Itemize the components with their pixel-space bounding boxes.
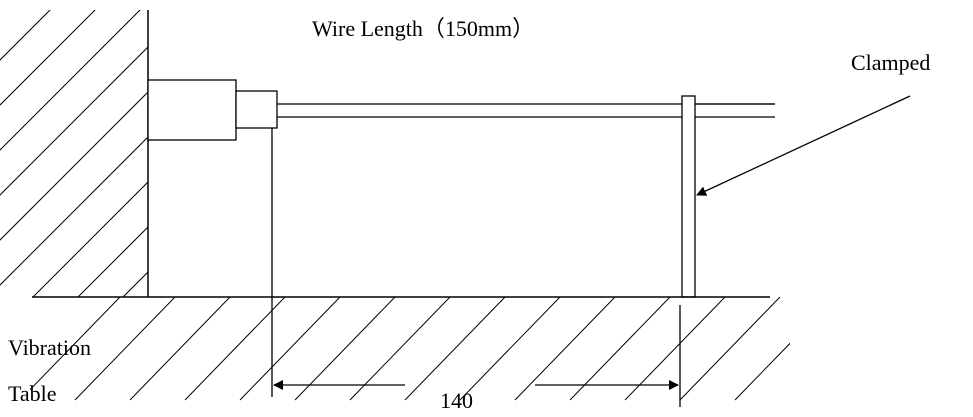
table-hatching: [30, 297, 790, 401]
dimension-label: 140: [440, 388, 473, 413]
clamped-label: Clamped: [851, 50, 931, 75]
vibration-label: Vibration: [8, 335, 91, 360]
connector-tip: [235, 90, 278, 129]
clamped-pointer-arrow: [696, 95, 911, 196]
connector-body: [147, 79, 237, 141]
wall-hatching: [0, 10, 148, 297]
wire-length-label: Wire Length（150mm）: [312, 16, 535, 41]
table-label: Table: [8, 381, 57, 406]
clamp-post: [681, 95, 696, 298]
